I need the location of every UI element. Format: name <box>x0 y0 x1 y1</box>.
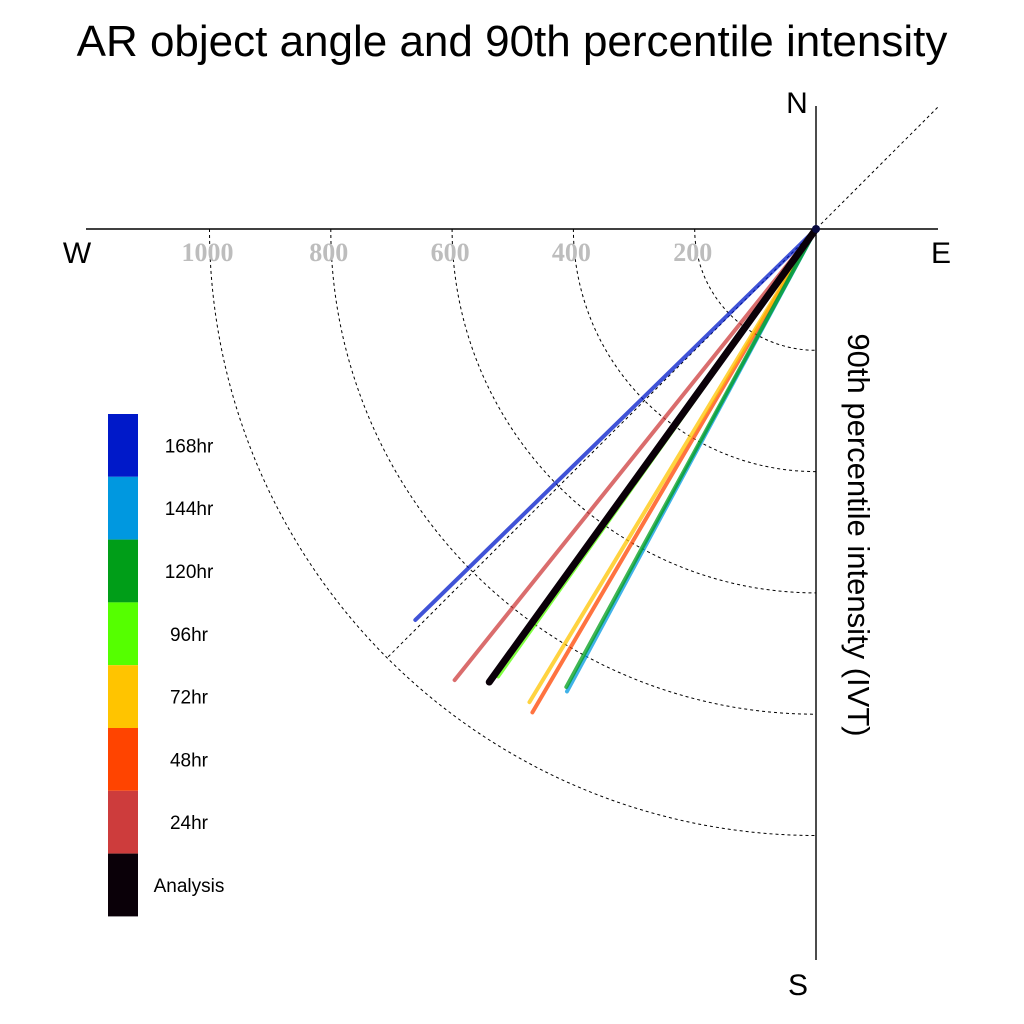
vector-120hr <box>564 227 818 689</box>
grid-arc <box>694 228 817 351</box>
legend-label: 144hr <box>165 499 214 520</box>
radial-axis-label: 90th percentile intensity (IVT) <box>841 333 876 736</box>
legend-swatch <box>108 539 138 603</box>
grid-arc <box>330 228 817 715</box>
legend-swatch <box>108 728 138 791</box>
south-label: S <box>788 969 808 1002</box>
vector-168hr <box>413 227 818 622</box>
pole-marker <box>812 225 820 233</box>
chart-title: AR object angle and 90th percentile inte… <box>77 17 948 66</box>
radial-grid <box>209 107 938 836</box>
north-label: N <box>786 87 808 120</box>
legend-label: 96hr <box>170 625 209 646</box>
legend-swatch <box>108 853 138 917</box>
legend-swatch <box>108 665 138 728</box>
vector-series <box>413 225 820 715</box>
vector-72hr <box>527 227 818 705</box>
legend-label: 72hr <box>170 688 209 709</box>
radial-tick-label: 600 <box>431 238 470 267</box>
radial-tick-label: 800 <box>309 238 348 267</box>
legend-label: 48hr <box>170 750 209 771</box>
radial-tick-label: 1000 <box>182 238 234 267</box>
legend-label: 168hr <box>165 436 214 457</box>
legend: 168hr 144hr 120hr 96hr 72hr 48hr 24hr Analysis <box>108 414 225 917</box>
legend-label: Analysis <box>154 876 225 897</box>
compass-axes <box>86 106 938 960</box>
diagonal-gridline <box>386 107 938 659</box>
radial-tick-label: 400 <box>552 238 591 267</box>
radial-tick-labels: 200 400 600 800 1000 <box>182 238 713 267</box>
east-label: E <box>931 237 951 270</box>
legend-swatch <box>108 790 138 854</box>
legend-swatch <box>108 476 138 540</box>
grid-arc <box>451 228 817 594</box>
grid-arc <box>572 228 817 473</box>
west-label: W <box>63 237 92 270</box>
radial-tick-label: 200 <box>673 238 712 267</box>
vector-24hr <box>452 227 818 683</box>
grid-arc <box>209 228 817 836</box>
vector-analysis <box>485 225 820 686</box>
legend-swatch <box>108 602 138 666</box>
legend-swatch <box>108 414 138 477</box>
legend-label: 24hr <box>170 813 209 834</box>
legend-label: 120hr <box>165 562 214 583</box>
